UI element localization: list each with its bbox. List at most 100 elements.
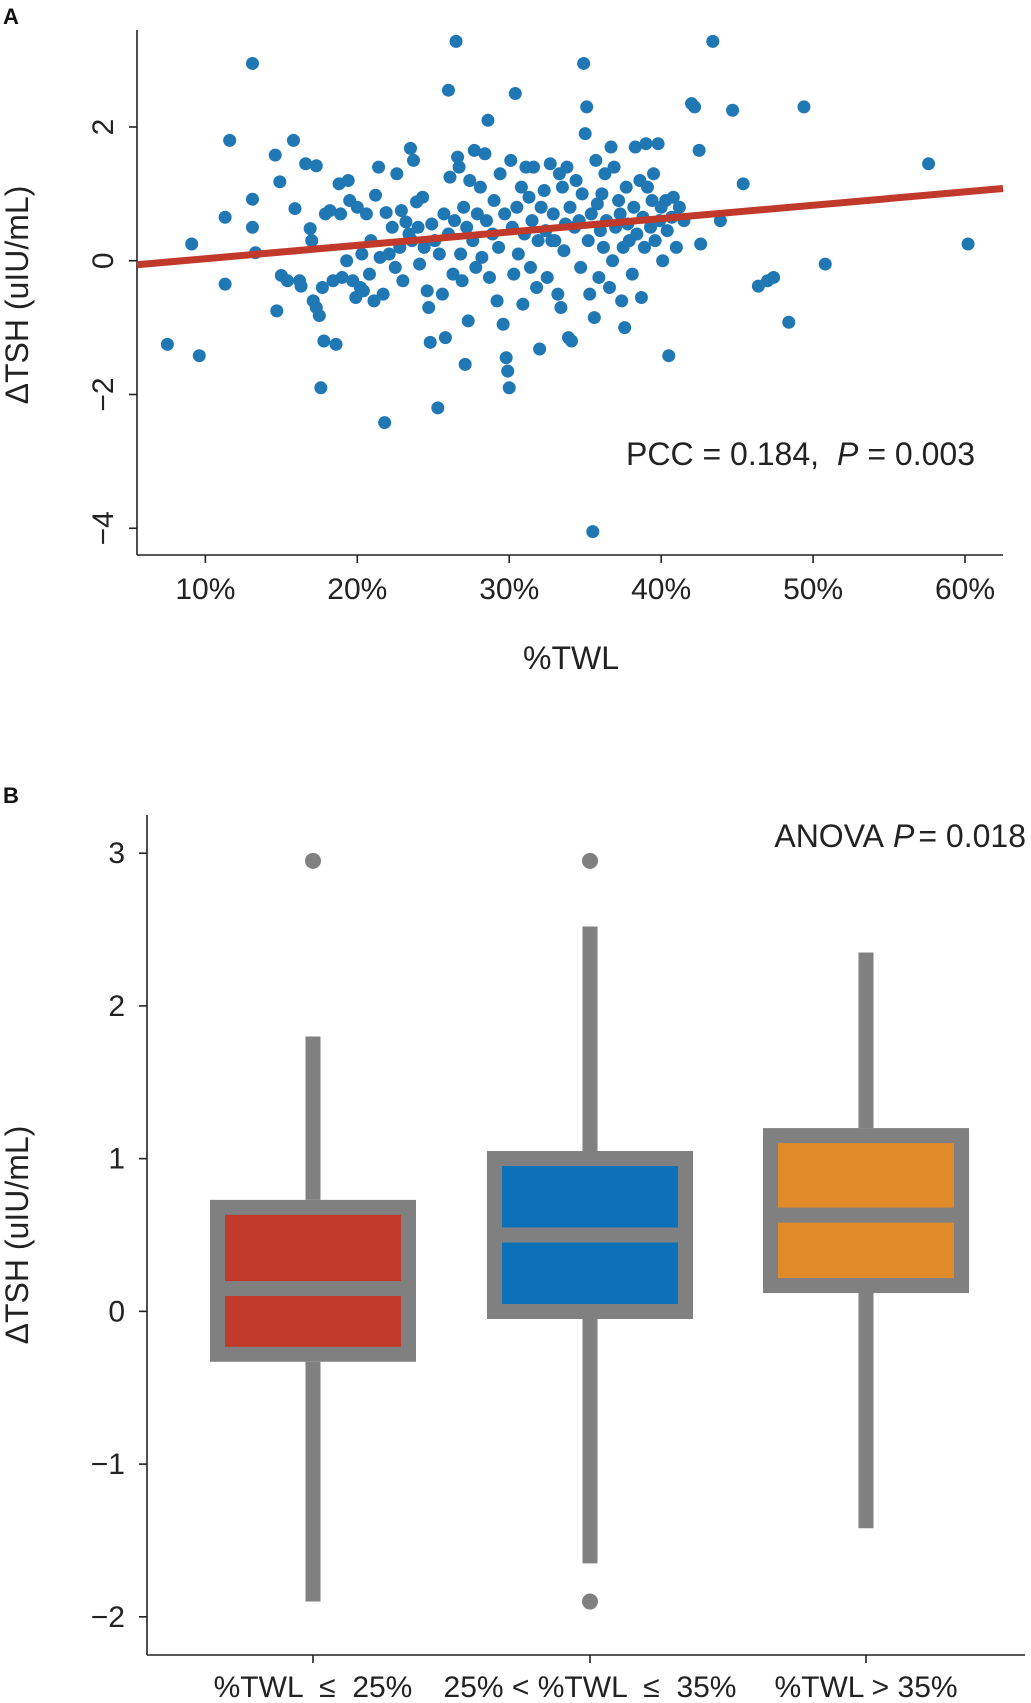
scatter-point — [644, 220, 658, 234]
panel-a-label: A — [3, 4, 19, 29]
scatter-point — [481, 113, 495, 127]
scatter-point — [694, 237, 708, 251]
panel-b-boxes: %TWL ≤ 25% 25% < %TWL ≤ 35% %TWL > 35% — [210, 852, 969, 1703]
scatter-point — [514, 180, 528, 194]
scatter-point — [425, 217, 439, 231]
scatter-point — [417, 240, 431, 254]
scatter-point — [627, 200, 641, 214]
scatter-point — [458, 357, 472, 371]
scatter-point — [637, 240, 651, 254]
scatter-point — [548, 234, 562, 248]
scatter-point — [305, 234, 319, 248]
scatter-point — [452, 160, 466, 174]
box-group: %TWL ≤ 25% — [210, 852, 416, 1703]
scatter-point — [581, 234, 595, 248]
scatter-point — [223, 133, 237, 147]
scatter-point — [388, 260, 402, 274]
scatter-point — [645, 194, 659, 208]
panel-a-x-ticks: 10% 20% 30% 40% 50% 60% — [175, 555, 995, 606]
scatter-point — [604, 140, 618, 154]
scatter-point — [457, 200, 471, 214]
scatter-point — [634, 291, 648, 305]
scatter-point — [557, 244, 571, 258]
scatter-point — [299, 157, 313, 171]
scatter-point — [656, 254, 670, 268]
scatter-point — [268, 148, 282, 162]
scatter-point — [309, 159, 323, 173]
scatter-point — [438, 331, 452, 345]
panel-b-y-tick-label: −1 — [91, 1448, 125, 1481]
panel-a-y-axis-label: ΔTSH (uIU/mL) — [0, 186, 35, 405]
scatter-point — [245, 56, 259, 70]
scatter-point — [726, 103, 740, 117]
anova-annotation-prefix: ANOVA — [774, 818, 884, 854]
scatter-point — [501, 364, 515, 378]
scatter-point — [580, 100, 594, 114]
scatter-point — [525, 214, 539, 228]
scatter-point — [449, 34, 463, 48]
scatter-point — [510, 200, 524, 214]
scatter-point — [688, 100, 702, 114]
scatter-point — [437, 207, 451, 221]
scatter-point — [482, 270, 496, 284]
scatter-point — [546, 207, 560, 221]
scatter-point — [423, 335, 437, 349]
scatter-point — [531, 234, 545, 248]
scatter-point — [618, 321, 632, 335]
scatter-point — [613, 207, 627, 221]
panel-b-category-label: 25% < %TWL ≤ 35% — [444, 1671, 737, 1703]
scatter-point — [446, 267, 460, 281]
scatter-point — [385, 220, 399, 234]
scatter-point — [323, 204, 337, 218]
scatter-point — [630, 227, 644, 241]
scatter-point — [394, 204, 408, 218]
scatter-point — [713, 214, 727, 228]
scatter-point — [382, 247, 396, 261]
scatter-point — [523, 260, 537, 274]
scatter-point — [273, 175, 287, 189]
scatter-point — [586, 525, 600, 539]
scatter-point — [487, 194, 501, 208]
scatter-point — [516, 297, 530, 311]
scatter-point — [577, 56, 591, 70]
scatter-point — [286, 133, 300, 147]
scatter-point — [341, 173, 355, 187]
scatter-point — [555, 180, 569, 194]
panel-a-x-tick-label: 40% — [631, 573, 691, 606]
scatter-point — [767, 270, 781, 284]
panel-a-x-tick-label: 60% — [935, 573, 995, 606]
scatter-point — [619, 180, 633, 194]
scatter-point — [534, 200, 548, 214]
scatter-point — [245, 192, 259, 206]
anova-annotation-suffix: = 0.018 — [918, 818, 1026, 854]
scatter-point — [706, 34, 720, 48]
scatter-point — [560, 160, 574, 174]
panel-a-y-tick-label: −2 — [87, 377, 120, 411]
scatter-point — [575, 187, 589, 201]
scatter-point — [540, 270, 554, 284]
scatter-point — [499, 351, 513, 365]
scatter-point — [334, 207, 348, 221]
panel-b-y-tick-label: 0 — [108, 1295, 125, 1328]
scatter-point — [422, 301, 436, 315]
scatter-point — [492, 240, 506, 254]
panel-b-y-tick-label: 2 — [108, 990, 125, 1023]
panel-a-x-axis-label: %TWL — [523, 640, 619, 676]
scatter-point — [672, 200, 686, 214]
scatter-point — [378, 416, 392, 430]
scatter-point — [504, 153, 518, 167]
scatter-point — [441, 83, 455, 97]
panel-b-y-tick-label: 1 — [108, 1143, 125, 1176]
panel-a-points — [160, 34, 975, 539]
anova-annotation-p: P — [893, 818, 915, 854]
scatter-point — [507, 267, 521, 281]
scatter-point — [329, 337, 343, 351]
box-group: 25% < %TWL ≤ 35% — [444, 852, 737, 1703]
scatter-point — [270, 304, 284, 318]
scatter-point — [496, 317, 510, 331]
scatter-point — [533, 342, 547, 356]
scatter-point — [315, 280, 329, 294]
panel-b-y-tick-label: 3 — [108, 837, 125, 870]
scatter-point — [160, 337, 174, 351]
